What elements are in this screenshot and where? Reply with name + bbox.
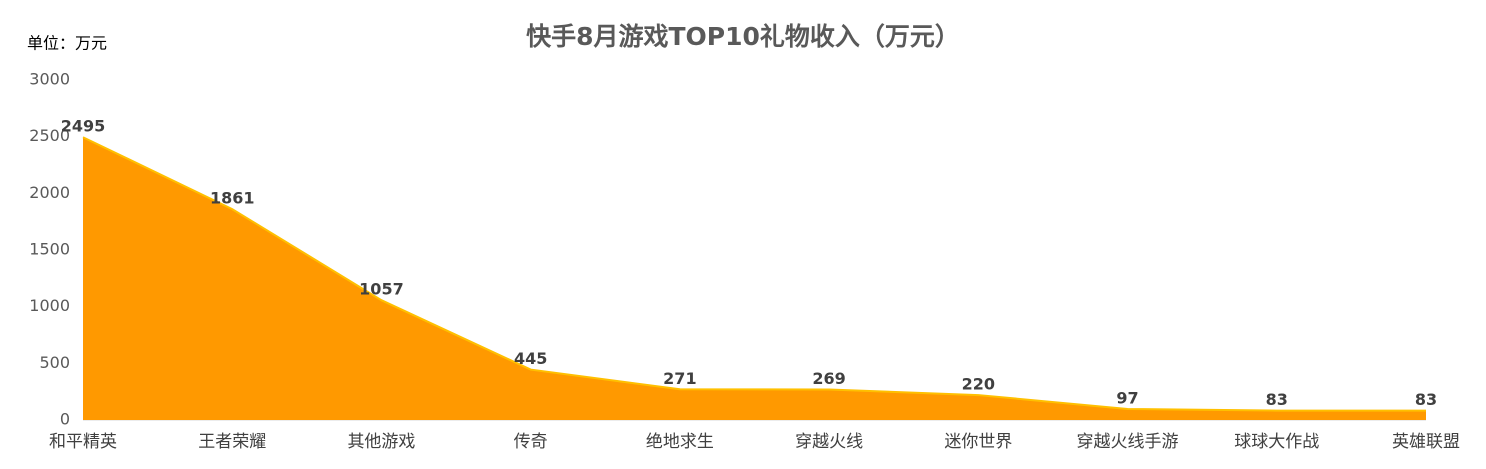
area <box>83 137 1426 420</box>
y-tick-label: 3000 <box>29 70 70 89</box>
unit-label: 单位：万元 <box>27 34 107 53</box>
data-label: 220 <box>962 375 995 394</box>
x-tick-label: 和平精英 <box>49 432 117 452</box>
data-label: 97 <box>1116 389 1138 408</box>
chart-title: 快手8月游戏TOP10礼物收入（万元） <box>526 22 960 51</box>
x-tick-label: 迷你世界 <box>944 432 1012 452</box>
x-tick-label: 穿越火线 <box>795 432 863 452</box>
y-tick-label: 1000 <box>29 296 70 315</box>
data-label: 83 <box>1415 390 1437 409</box>
area-line <box>82 136 1426 412</box>
x-tick-label: 王者荣耀 <box>198 432 266 452</box>
x-tick-label: 英雄联盟 <box>1392 432 1460 452</box>
y-tick-label: 500 <box>39 353 70 372</box>
y-tick-label: 1500 <box>29 240 70 259</box>
x-tick-label: 穿越火线手游 <box>1077 432 1179 452</box>
data-label: 271 <box>663 369 696 388</box>
y-tick-label: 2500 <box>29 126 70 145</box>
data-label: 269 <box>812 369 845 388</box>
data-label: 2495 <box>61 117 106 136</box>
x-tick-label: 球球大作战 <box>1234 432 1319 452</box>
x-tick-label: 其他游戏 <box>347 432 415 452</box>
x-tick-label: 绝地求生 <box>646 432 714 452</box>
y-tick-label: 2000 <box>29 183 70 202</box>
data-label: 1861 <box>210 189 255 208</box>
data-label: 445 <box>514 349 547 368</box>
data-label: 1057 <box>359 280 404 299</box>
y-tick-label: 0 <box>60 410 70 429</box>
x-tick-label: 传奇 <box>514 432 548 452</box>
data-label: 83 <box>1266 390 1288 409</box>
